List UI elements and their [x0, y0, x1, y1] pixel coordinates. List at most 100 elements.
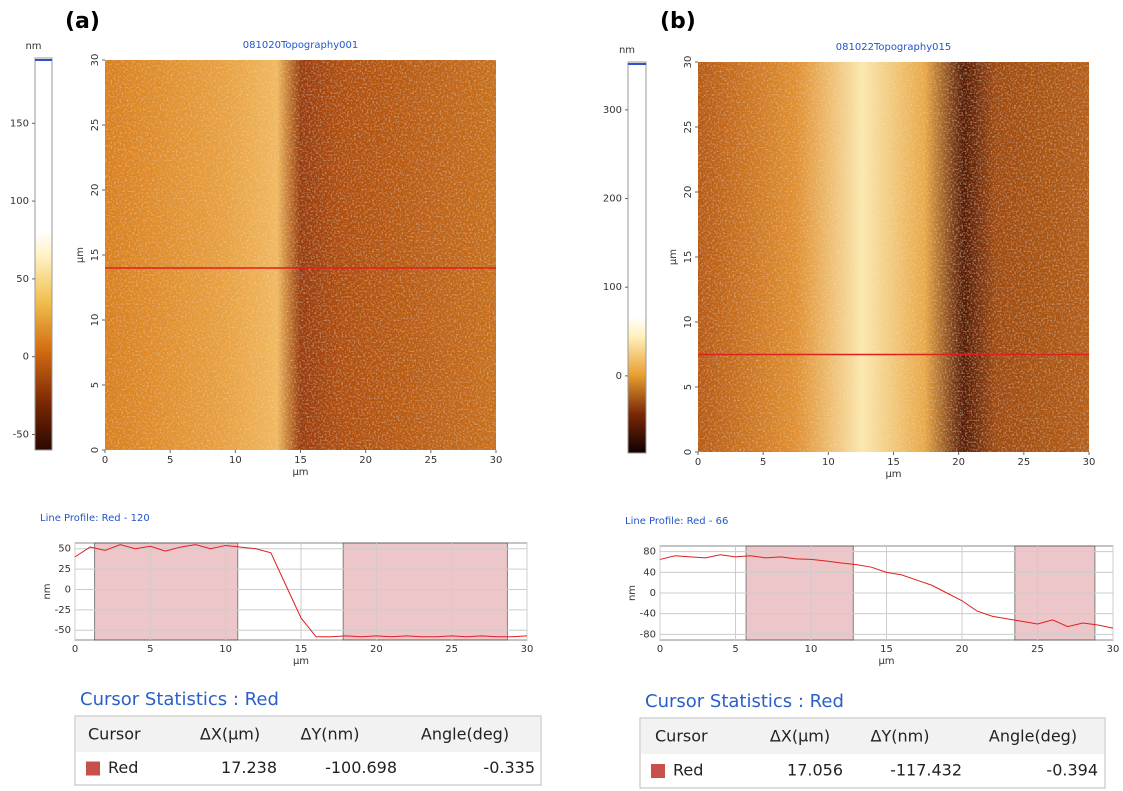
- colorbar-tick-label: 200: [603, 194, 622, 205]
- stats-cell: 17.238: [221, 758, 277, 777]
- stats-cell: 17.056: [787, 761, 843, 780]
- x-tick-label: 10: [229, 455, 242, 466]
- stats-header-cell: Angle(deg): [421, 725, 509, 744]
- x-tick-label: 15: [880, 644, 893, 655]
- colorbar-tick-label: 150: [10, 118, 29, 129]
- stats-title: Cursor Statistics : Red: [80, 689, 279, 710]
- colorbar-tick-label: 50: [16, 274, 29, 285]
- y-tick-label: -40: [640, 609, 656, 620]
- y-tick-label: 0: [650, 588, 656, 599]
- stats-header: [641, 719, 1104, 754]
- x-tick-label: 20: [952, 457, 965, 468]
- y-tick-label: 25: [683, 121, 694, 134]
- stats-cell: -100.698: [325, 758, 397, 777]
- y-tick-label: 25: [58, 564, 71, 575]
- colorbar-tick-label: 0: [616, 371, 622, 382]
- y-tick-label: 25: [90, 119, 101, 132]
- y-tick-label: 5: [90, 382, 101, 388]
- stats-cell: -117.432: [890, 761, 962, 780]
- panel-label: (a): [65, 9, 100, 34]
- y-tick-label: 20: [683, 186, 694, 199]
- y-tick-label: 0: [90, 447, 101, 453]
- stats-cell: Red: [108, 758, 138, 777]
- y-tick-label: 80: [643, 547, 656, 558]
- cursor-range: [342, 542, 508, 641]
- stats-header-cell: Cursor: [88, 725, 141, 744]
- stats-header-cell: ΔX(µm): [200, 725, 260, 744]
- colorbar-tick-label: 300: [603, 105, 622, 116]
- profile-line: [659, 554, 1114, 629]
- y-unit: nm: [42, 583, 53, 599]
- x-tick-label: 20: [359, 455, 372, 466]
- cursor-range: [94, 542, 239, 641]
- colorbar-unit: nm: [25, 41, 41, 52]
- profile-title: Line Profile: Red - 66: [625, 516, 728, 527]
- x-tick-label: 5: [167, 455, 173, 466]
- y-tick-label: -50: [55, 625, 71, 636]
- stats-header-cell: Angle(deg): [989, 727, 1077, 746]
- image-title: 081020Topography001: [243, 40, 358, 51]
- x-tick-label: 10: [219, 644, 232, 655]
- stats-cell: -0.335: [483, 758, 535, 777]
- colorbar: [34, 57, 53, 451]
- x-tick-label: 20: [956, 644, 969, 655]
- x-tick-label: 0: [102, 455, 108, 466]
- x-unit: µm: [885, 469, 901, 480]
- y-unit: µm: [668, 249, 679, 265]
- x-tick-label: 15: [887, 457, 900, 468]
- afm-texture: [698, 62, 1089, 452]
- x-tick-label: 10: [822, 457, 835, 468]
- x-unit: µm: [292, 467, 308, 478]
- x-tick-label: 10: [805, 644, 818, 655]
- swatch: [86, 761, 100, 776]
- y-unit: nm: [627, 585, 638, 601]
- stats-header-cell: Cursor: [655, 727, 708, 746]
- profile-title: Line Profile: Red - 120: [40, 513, 150, 524]
- y-tick-label: 30: [683, 56, 694, 69]
- y-tick-label: -80: [640, 629, 656, 640]
- y-tick-label: 40: [643, 567, 656, 578]
- x-tick-label: 5: [732, 644, 738, 655]
- y-tick-label: 0: [683, 449, 694, 455]
- colorbar-unit: nm: [619, 45, 635, 56]
- panel-label: (b): [660, 9, 696, 34]
- stats-header-cell: ΔY(nm): [871, 727, 930, 746]
- colorbar-tick-label: -50: [13, 429, 29, 440]
- y-tick-label: 30: [90, 54, 101, 67]
- x-tick-label: 0: [657, 644, 663, 655]
- swatch: [651, 764, 665, 778]
- image-title: 081022Topography015: [836, 42, 951, 53]
- stats-cell: Red: [673, 761, 703, 780]
- y-tick-label: 5: [683, 384, 694, 390]
- x-tick-label: 30: [521, 644, 534, 655]
- colorbar-tick-label: 100: [603, 282, 622, 293]
- x-tick-label: 0: [72, 644, 78, 655]
- y-tick-label: 50: [58, 544, 71, 555]
- y-tick-label: -25: [55, 605, 71, 616]
- y-unit: µm: [75, 247, 86, 263]
- stats-title: Cursor Statistics : Red: [645, 691, 844, 712]
- y-tick-label: 20: [90, 184, 101, 197]
- profile-line: [74, 544, 528, 638]
- x-unit: µm: [293, 656, 309, 667]
- y-tick-label: 10: [90, 314, 101, 327]
- x-tick-label: 20: [370, 644, 383, 655]
- afm-texture: [105, 60, 496, 450]
- x-tick-label: 25: [1031, 644, 1044, 655]
- y-tick-label: 15: [90, 249, 101, 262]
- x-tick-label: 25: [424, 455, 437, 466]
- colorbar: [627, 61, 647, 454]
- x-tick-label: 30: [1083, 457, 1096, 468]
- y-tick-label: 0: [65, 584, 71, 595]
- x-tick-label: 25: [445, 644, 458, 655]
- colorbar-tick-label: 100: [10, 196, 29, 207]
- x-tick-label: 5: [760, 457, 766, 468]
- y-tick-label: 15: [683, 251, 694, 264]
- y-tick-label: 10: [683, 316, 694, 329]
- colorbar-tick-label: 0: [23, 352, 29, 363]
- stats-header-cell: ΔX(µm): [770, 727, 830, 746]
- x-tick-label: 30: [1107, 644, 1120, 655]
- x-tick-label: 5: [147, 644, 153, 655]
- stats-header-cell: ΔY(nm): [301, 725, 360, 744]
